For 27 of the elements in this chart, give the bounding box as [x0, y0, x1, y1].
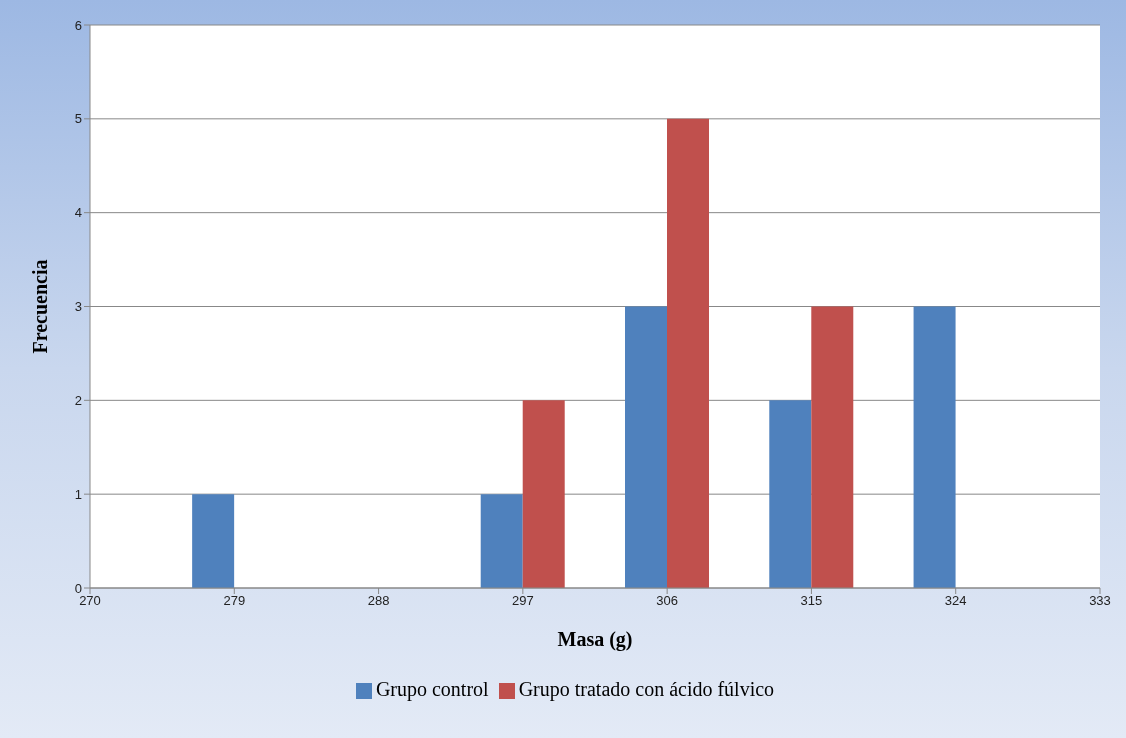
bar [192, 494, 235, 588]
bar [913, 306, 956, 588]
legend-label: Grupo tratado con ácido fúlvico [518, 678, 775, 700]
bar [769, 400, 812, 588]
y-tick-label: 1 [74, 486, 82, 502]
bar [667, 118, 709, 588]
x-tick-label: 333 [1089, 593, 1111, 609]
bar [480, 494, 523, 588]
x-tick-label: 270 [79, 593, 101, 609]
bar [811, 306, 854, 588]
y-tick-label: 5 [74, 111, 82, 127]
bar [625, 306, 667, 588]
x-tick-label: 324 [944, 593, 967, 609]
y-tick-label: 3 [74, 299, 82, 315]
bar [522, 400, 565, 588]
x-tick-label: 279 [223, 593, 246, 609]
x-tick-label: 297 [512, 593, 534, 609]
x-tick-label: 288 [367, 593, 390, 609]
y-tick-label: 2 [74, 392, 82, 408]
y-axis-title: Frecuencia [29, 259, 52, 354]
x-tick-label: 306 [656, 593, 678, 609]
x-axis-title: Masa (g) [557, 628, 633, 652]
x-tick-label: 315 [800, 593, 823, 609]
legend-label: Grupo control [375, 678, 489, 700]
y-tick-label: 0 [74, 580, 82, 596]
y-tick-label: 6 [74, 17, 82, 33]
y-tick-label: 4 [74, 205, 82, 221]
